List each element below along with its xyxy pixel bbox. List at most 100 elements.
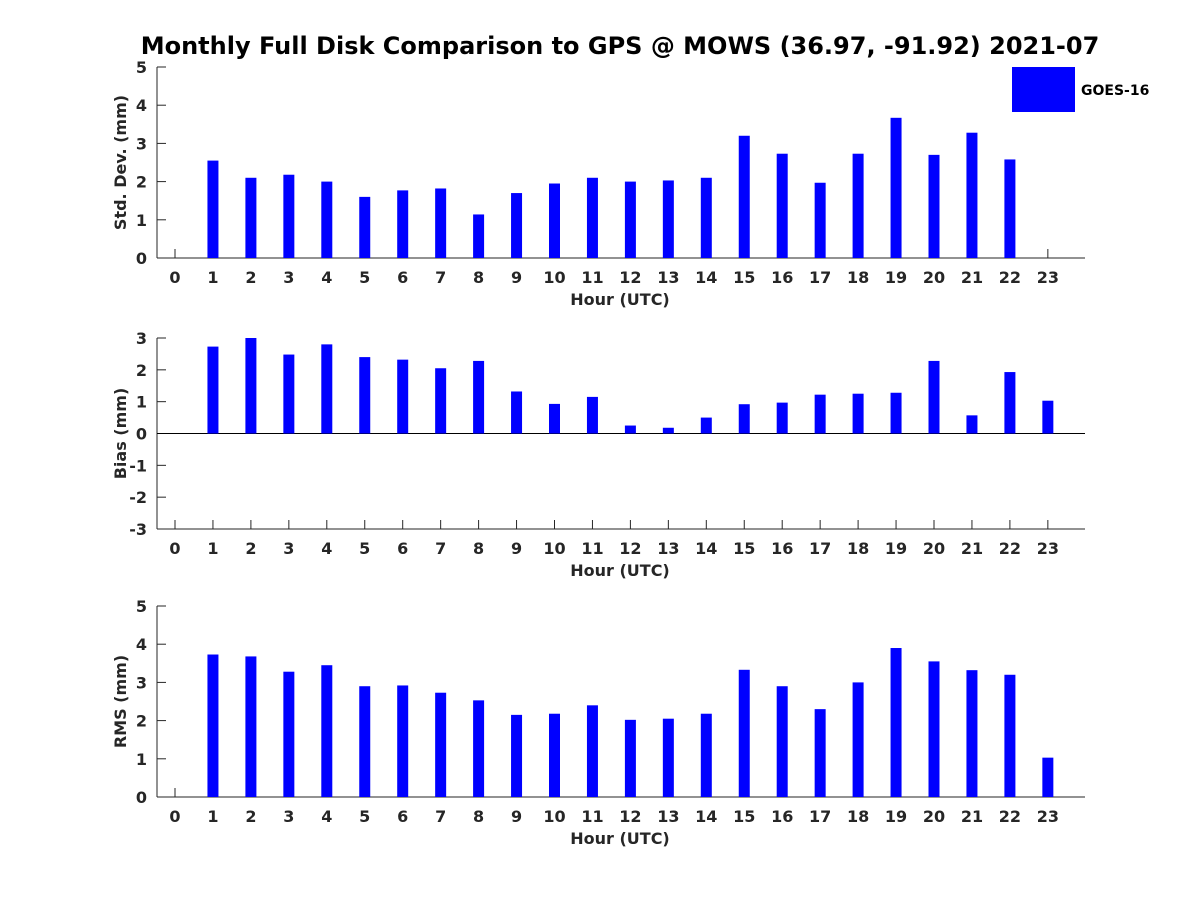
x-tick-label: 22 <box>999 268 1021 287</box>
bar <box>890 117 902 258</box>
bar <box>852 153 864 258</box>
x-tick-label: 6 <box>397 268 408 287</box>
y-tick-label: -1 <box>129 456 147 475</box>
bar <box>662 427 674 434</box>
x-tick-label: 16 <box>771 268 793 287</box>
bar <box>738 135 750 258</box>
bar <box>966 670 978 797</box>
bar <box>283 354 295 434</box>
bar <box>435 368 447 434</box>
x-tick-label: 14 <box>695 807 717 826</box>
bar <box>814 182 826 258</box>
x-tick-label: 1 <box>207 268 218 287</box>
bar <box>814 394 826 434</box>
bar <box>397 685 409 797</box>
x-tick-label: 7 <box>435 539 446 558</box>
x-tick-label: 21 <box>961 807 983 826</box>
bar <box>549 713 560 797</box>
bar <box>966 132 978 258</box>
x-tick-label: 15 <box>733 807 755 826</box>
x-axis-label: Hour (UTC) <box>570 290 670 309</box>
y-tick-label: 0 <box>136 249 147 268</box>
bar <box>321 344 333 434</box>
bar <box>549 403 560 434</box>
x-tick-label: 1 <box>207 807 218 826</box>
x-tick-label: 17 <box>809 268 831 287</box>
y-tick-label: -2 <box>129 488 147 507</box>
bar <box>511 193 523 258</box>
x-tick-label: 11 <box>581 268 603 287</box>
bar <box>852 682 864 797</box>
bar <box>473 214 485 258</box>
bar <box>1004 674 1016 797</box>
x-tick-label: 13 <box>657 807 679 826</box>
x-tick-label: 3 <box>283 807 294 826</box>
bar <box>511 391 523 434</box>
x-tick-label: 4 <box>321 268 332 287</box>
bar <box>1042 757 1054 797</box>
bar <box>321 181 333 258</box>
x-tick-label: 20 <box>923 268 945 287</box>
bar <box>776 686 788 797</box>
x-tick-label: 4 <box>321 539 332 558</box>
x-axis-label: Hour (UTC) <box>570 829 670 848</box>
x-tick-label: 23 <box>1037 539 1059 558</box>
x-tick-label: 8 <box>473 539 484 558</box>
x-tick-label: 0 <box>169 807 180 826</box>
y-tick-label: 2 <box>136 361 147 380</box>
bar <box>928 154 940 258</box>
x-tick-label: 3 <box>283 268 294 287</box>
bar <box>890 648 902 797</box>
x-tick-label: 15 <box>733 539 755 558</box>
bar <box>814 709 826 797</box>
x-tick-label: 11 <box>581 807 603 826</box>
x-tick-label: 18 <box>847 807 869 826</box>
legend-swatch <box>1012 67 1075 112</box>
bar <box>662 718 674 797</box>
bar <box>435 188 447 258</box>
bar <box>852 393 864 434</box>
x-tick-label: 5 <box>359 268 370 287</box>
y-tick-label: 3 <box>136 673 147 692</box>
x-tick-label: 10 <box>543 539 565 558</box>
bar <box>473 700 485 797</box>
y-tick-label: 3 <box>136 134 147 153</box>
bar <box>776 153 788 258</box>
bar <box>586 177 598 258</box>
bar <box>624 181 636 258</box>
y-tick-label: -3 <box>129 520 147 539</box>
bar <box>283 174 295 258</box>
x-tick-label: 23 <box>1037 807 1059 826</box>
x-tick-label: 22 <box>999 539 1021 558</box>
bar <box>245 656 257 797</box>
bar <box>700 177 712 258</box>
x-tick-label: 2 <box>245 268 256 287</box>
x-tick-label: 8 <box>473 268 484 287</box>
x-tick-label: 9 <box>511 807 522 826</box>
x-tick-label: 13 <box>657 539 679 558</box>
x-tick-label: 0 <box>169 268 180 287</box>
x-tick-label: 21 <box>961 268 983 287</box>
y-axis-label: Std. Dev. (mm) <box>111 95 130 230</box>
x-tick-label: 17 <box>809 539 831 558</box>
x-tick-label: 20 <box>923 539 945 558</box>
bar <box>586 396 598 434</box>
x-tick-label: 18 <box>847 539 869 558</box>
x-tick-label: 13 <box>657 268 679 287</box>
x-tick-label: 6 <box>397 539 408 558</box>
x-tick-label: 4 <box>321 807 332 826</box>
bar <box>473 360 485 434</box>
x-tick-label: 7 <box>435 268 446 287</box>
x-tick-label: 1 <box>207 539 218 558</box>
x-tick-label: 12 <box>619 807 641 826</box>
x-tick-label: 12 <box>619 268 641 287</box>
y-tick-label: 5 <box>136 58 147 77</box>
y-tick-label: 3 <box>136 329 147 348</box>
x-tick-label: 9 <box>511 268 522 287</box>
y-tick-label: 4 <box>136 96 147 115</box>
bar <box>738 404 750 434</box>
bar <box>928 661 940 797</box>
